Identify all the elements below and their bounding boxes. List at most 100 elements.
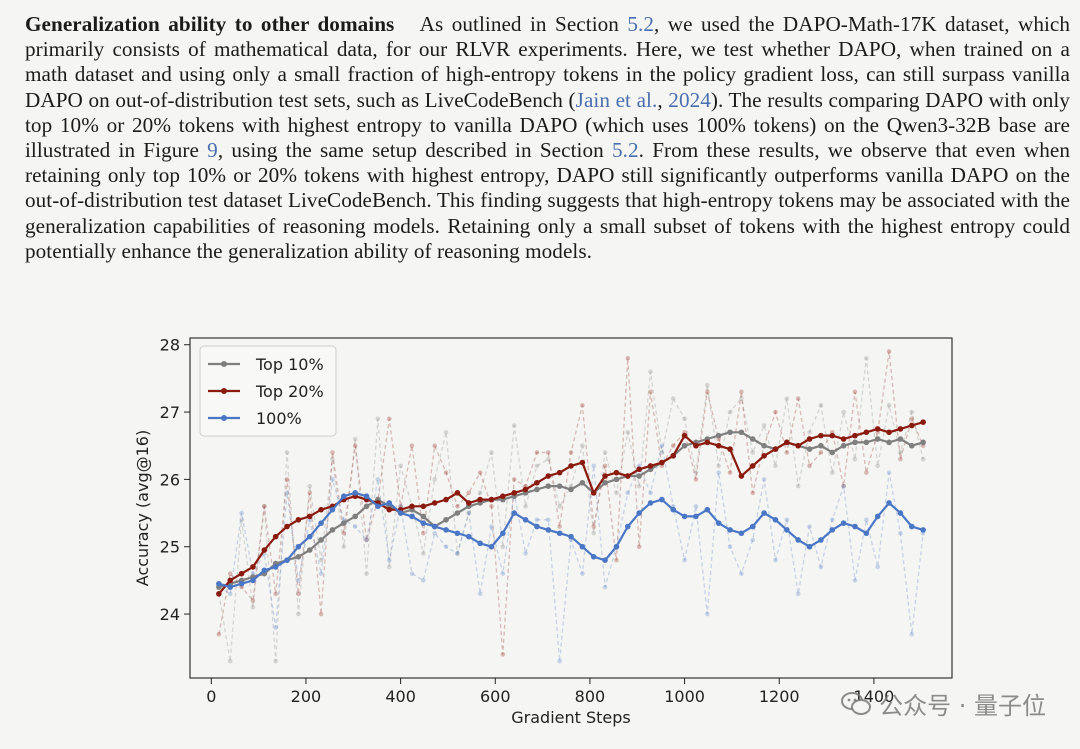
series-point (500, 530, 506, 537)
raw-point (659, 443, 665, 449)
series-point (341, 520, 347, 526)
series-point (659, 496, 665, 503)
x-tick-label: 0 (206, 687, 216, 706)
series-point (534, 523, 540, 530)
raw-point (864, 470, 869, 475)
raw-point (625, 355, 631, 361)
series-point (715, 432, 722, 439)
series-point (624, 473, 631, 479)
series-point (681, 432, 688, 439)
series-point (602, 479, 608, 486)
series-point (556, 469, 563, 476)
series-point (295, 554, 302, 560)
raw-point (227, 658, 233, 664)
series-point (795, 442, 801, 449)
series-point (352, 513, 358, 520)
raw-series-line (218, 351, 924, 655)
raw-point (750, 537, 756, 543)
legend-box (199, 345, 337, 437)
citation-year-link[interactable]: 2024 (668, 87, 711, 112)
citation-author-link[interactable]: Jain et al. (575, 87, 658, 112)
raw-point (307, 483, 313, 489)
raw-point (795, 483, 801, 489)
raw-point (500, 544, 506, 550)
raw-series-line (218, 445, 924, 662)
raw-point (330, 477, 335, 482)
series-point (852, 439, 858, 446)
raw-point (818, 564, 824, 570)
raw-point (341, 544, 347, 550)
series-point (613, 543, 620, 550)
raw-point (216, 631, 222, 637)
body-paragraph: Generalization ability to other domains … (25, 12, 1070, 264)
raw-point (886, 349, 892, 354)
raw-point (761, 423, 767, 428)
raw-point (795, 396, 801, 401)
raw-point (864, 355, 869, 361)
series-point (386, 500, 393, 506)
section-ref-link[interactable]: 5.2 (627, 12, 654, 36)
raw-point (511, 423, 517, 428)
series-point (545, 473, 552, 479)
raw-point (386, 416, 392, 422)
series-point (284, 557, 290, 563)
raw-point (239, 517, 244, 523)
raw-point (682, 557, 687, 563)
raw-point (602, 463, 608, 469)
raw-point (705, 611, 710, 617)
series-point (852, 523, 858, 530)
series-point (886, 500, 892, 506)
raw-point (409, 571, 415, 576)
raw-point (443, 544, 449, 550)
raw-point (909, 416, 915, 422)
y-axis-label: Accuracy (avg@16) (133, 430, 152, 586)
raw-point (886, 403, 892, 408)
raw-point (852, 578, 858, 583)
figure-ref-link[interactable]: 9 (207, 138, 218, 163)
raw-point (421, 530, 426, 536)
series-point (318, 537, 324, 543)
raw-point (829, 470, 835, 475)
series-point (613, 469, 620, 476)
raw-point (739, 389, 744, 395)
raw-point (455, 504, 460, 509)
raw-point (455, 551, 460, 556)
series-point (216, 580, 222, 587)
raw-point (648, 490, 653, 496)
raw-point (421, 578, 426, 583)
raw-point (466, 510, 472, 516)
raw-point (829, 517, 835, 523)
raw-point (557, 524, 562, 529)
series-point (818, 432, 824, 439)
x-tick-label: 600 (480, 687, 511, 706)
series-point (795, 537, 801, 543)
series-point (829, 449, 836, 456)
raw-point (284, 477, 290, 482)
paragraph-heading: Generalization ability to other domains (25, 12, 395, 36)
series-point (454, 490, 461, 496)
raw-point (352, 436, 358, 442)
raw-point (477, 470, 483, 475)
series-point (488, 543, 495, 550)
raw-point (636, 483, 642, 489)
raw-point (648, 369, 653, 374)
series-point (761, 510, 767, 516)
raw-point (227, 571, 233, 576)
raw-point (580, 571, 585, 576)
series-point (647, 463, 654, 469)
series-point (908, 523, 915, 530)
raw-point (909, 409, 915, 415)
series-point (784, 439, 790, 446)
raw-point (852, 456, 858, 462)
series-point (420, 513, 427, 520)
raw-point (239, 510, 244, 516)
series-point (636, 466, 642, 473)
series-point (352, 490, 358, 496)
series-point (238, 570, 245, 577)
raw-point (875, 463, 880, 469)
raw-point (807, 463, 812, 469)
raw-point (318, 611, 324, 617)
raw-point (284, 490, 290, 496)
section-ref-link-2[interactable]: 5.2 (611, 138, 639, 163)
raw-point (421, 551, 426, 556)
